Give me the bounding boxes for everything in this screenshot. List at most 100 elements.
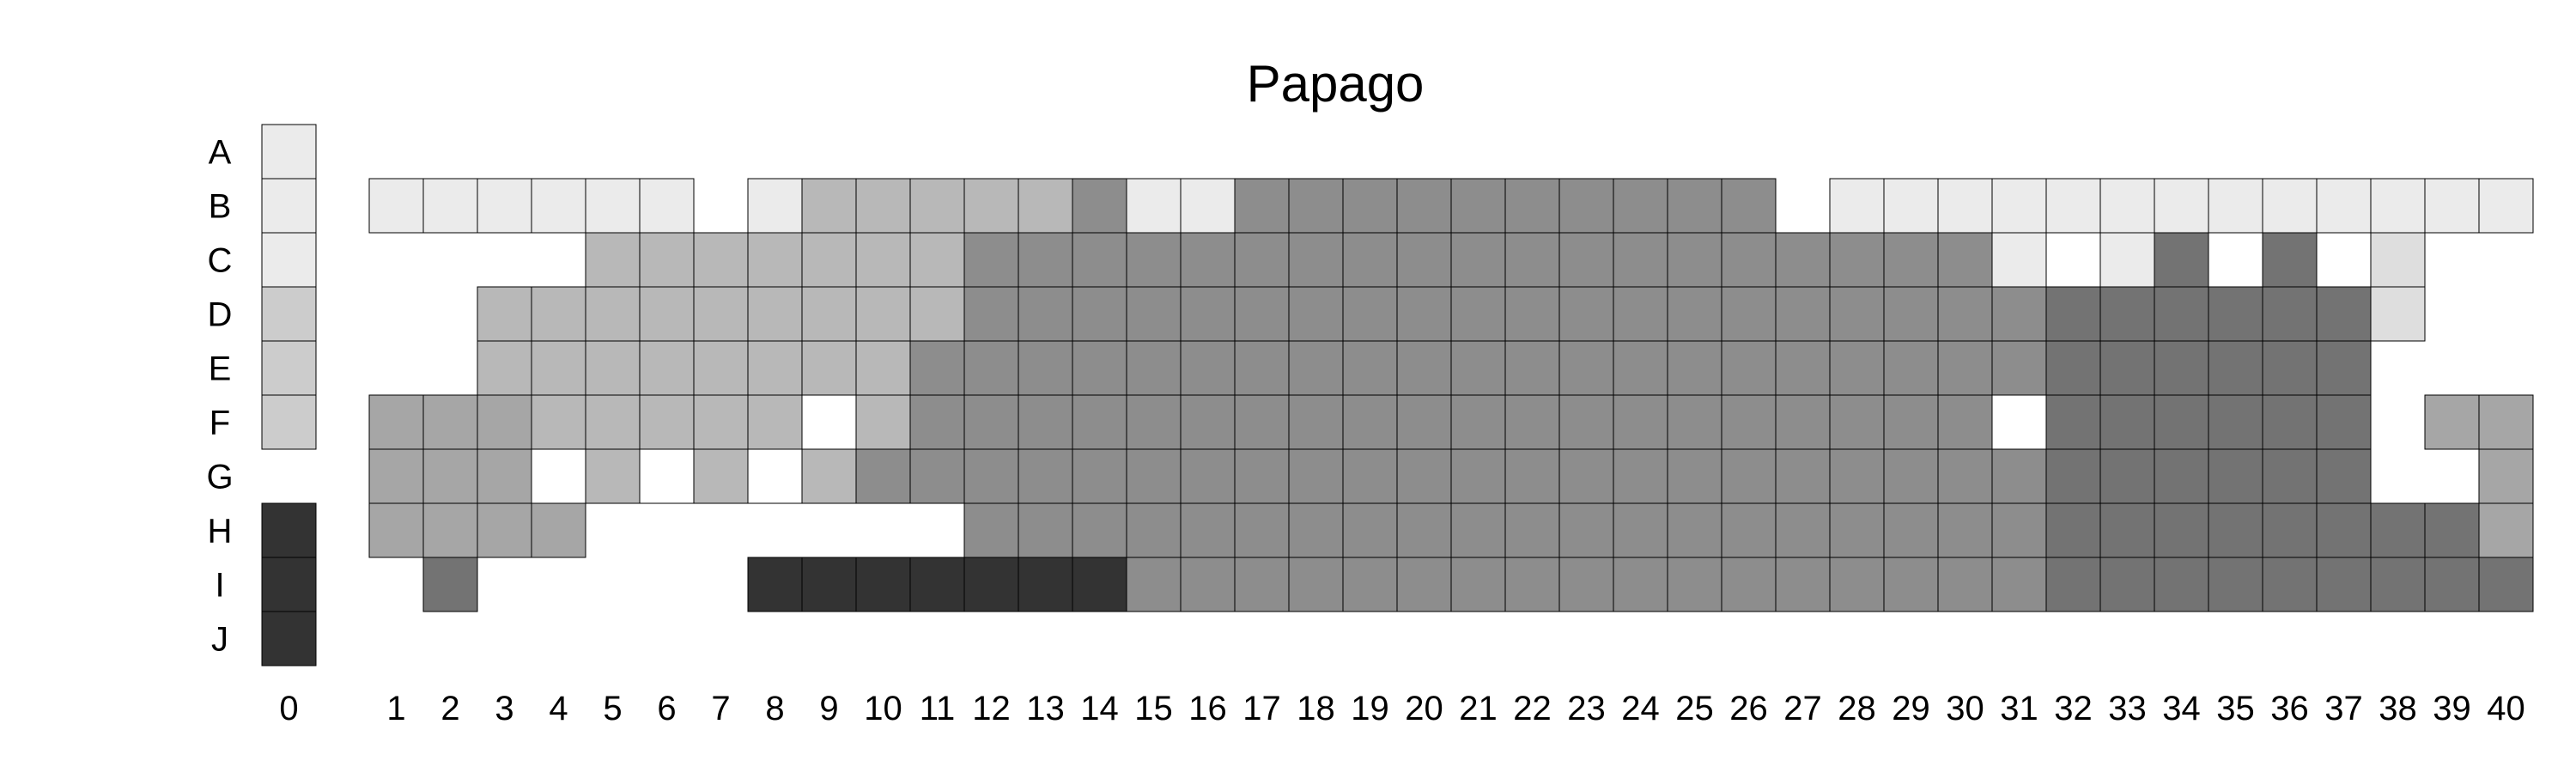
column-label-22: 22 (1513, 690, 1552, 727)
heatmap-cell-F-1 (368, 394, 424, 450)
heatmap-cell-I-21 (1450, 557, 1506, 612)
heatmap-cell-I-13 (1018, 557, 1073, 612)
heatmap-cell-E-9 (801, 340, 857, 396)
heatmap-cell-H-25 (1667, 502, 1722, 558)
heatmap-cell-D-18 (1288, 286, 1344, 342)
heatmap-cell-G-3 (477, 448, 532, 504)
heatmap-cell-H-36 (2262, 502, 2318, 558)
heatmap-cell-D-22 (1504, 286, 1560, 342)
column-label-39: 39 (2433, 690, 2471, 727)
heatmap-cell-D-17 (1234, 286, 1290, 342)
heatmap-cell-G-11 (909, 448, 965, 504)
heatmap-cell-H-24 (1613, 502, 1668, 558)
heatmap-cell-F-28 (1829, 394, 1885, 450)
column-label-18: 18 (1297, 690, 1335, 727)
heatmap-cell-E-30 (1937, 340, 1993, 396)
heatmap-cell-I-17 (1234, 557, 1290, 612)
heatmap-cell-E-12 (963, 340, 1019, 396)
heatmap-cell-E-15 (1126, 340, 1182, 396)
heatmap-cell-G-8 (747, 448, 803, 504)
heatmap-cell-G-4 (531, 448, 586, 504)
heatmap-cell-F-2 (422, 394, 478, 450)
heatmap-cell-I-27 (1775, 557, 1831, 612)
heatmap-cell-E-5 (585, 340, 641, 396)
column-label-5: 5 (603, 690, 622, 727)
heatmap-cell-H-21 (1450, 502, 1506, 558)
heatmap-cell-F-16 (1180, 394, 1236, 450)
heatmap-cell-G-40 (2478, 448, 2534, 504)
heatmap-cell-I-9 (801, 557, 857, 612)
column-label-23: 23 (1567, 690, 1606, 727)
heatmap-cell-E-6 (639, 340, 695, 396)
heatmap-cell-B-23 (1558, 178, 1614, 234)
heatmap-cell-B-20 (1396, 178, 1452, 234)
heatmap-cell-G-10 (855, 448, 911, 504)
heatmap-cell-E-7 (693, 340, 749, 396)
row-label-I: I (215, 567, 224, 605)
heatmap-cell-C-35 (2208, 232, 2263, 288)
column-label-27: 27 (1783, 690, 1822, 727)
heatmap-cell-D-9 (801, 286, 857, 342)
heatmap-cell-H-40 (2478, 502, 2534, 558)
heatmap-cell-F-20 (1396, 394, 1452, 450)
heatmap-cell-H-39 (2424, 502, 2480, 558)
heatmap-cell-F-29 (1883, 394, 1939, 450)
chart-title: Papago (1247, 55, 1425, 113)
heatmap-cell-B-10 (855, 178, 911, 234)
heatmap-cell-B-4 (531, 178, 586, 234)
heatmap-cell-D-8 (747, 286, 803, 342)
heatmap-cell-C-7 (693, 232, 749, 288)
column-label-38: 38 (2379, 690, 2417, 727)
column-label-24: 24 (1621, 690, 1660, 727)
heatmap-cell-F-40 (2478, 394, 2534, 450)
heatmap-cell-H-37 (2316, 502, 2372, 558)
heatmap-cell-E-10 (855, 340, 911, 396)
heatmap-cell-F-8 (747, 394, 803, 450)
heatmap-cell-B-36 (2262, 178, 2318, 234)
heatmap-cell-C-22 (1504, 232, 1560, 288)
heatmap-cell-B-0 (261, 178, 317, 234)
heatmap-cell-I-18 (1288, 557, 1344, 612)
heatmap-cell-B-34 (2154, 178, 2209, 234)
heatmap-cell-F-25 (1667, 394, 1722, 450)
heatmap-cell-H-15 (1126, 502, 1182, 558)
row-label-H: H (208, 513, 233, 551)
column-label-20: 20 (1405, 690, 1443, 727)
heatmap-cell-C-30 (1937, 232, 1993, 288)
heatmap-cell-B-40 (2478, 178, 2534, 234)
heatmap-cell-C-37 (2316, 232, 2372, 288)
heatmap-cell-C-18 (1288, 232, 1344, 288)
heatmap-cell-E-19 (1342, 340, 1398, 396)
heatmap-cell-I-14 (1072, 557, 1127, 612)
heatmap-cell-D-27 (1775, 286, 1831, 342)
heatmap-cell-H-17 (1234, 502, 1290, 558)
heatmap-cell-C-9 (801, 232, 857, 288)
heatmap-cell-C-13 (1018, 232, 1073, 288)
heatmap-cell-D-15 (1126, 286, 1182, 342)
heatmap-cell-I-36 (2262, 557, 2318, 612)
column-label-8: 8 (765, 690, 784, 727)
heatmap-cell-D-7 (693, 286, 749, 342)
heatmap-cell-I-26 (1721, 557, 1777, 612)
heatmap-cell-F-10 (855, 394, 911, 450)
heatmap-cell-E-25 (1667, 340, 1722, 396)
row-label-F: F (210, 405, 230, 442)
heatmap-cell-B-1 (368, 178, 424, 234)
heatmap-cell-C-14 (1072, 232, 1127, 288)
heatmap-cell-B-24 (1613, 178, 1668, 234)
column-label-35: 35 (2216, 690, 2255, 727)
heatmap-cell-C-10 (855, 232, 911, 288)
column-label-25: 25 (1675, 690, 1714, 727)
heatmap-cell-G-2 (422, 448, 478, 504)
heatmap-cell-B-22 (1504, 178, 1560, 234)
heatmap-cell-I-20 (1396, 557, 1452, 612)
heatmap-cell-C-8 (747, 232, 803, 288)
heatmap-cell-G-28 (1829, 448, 1885, 504)
heatmap-cell-G-25 (1667, 448, 1722, 504)
row-label-D: D (208, 296, 233, 334)
heatmap-cell-H-27 (1775, 502, 1831, 558)
heatmap-cell-D-12 (963, 286, 1019, 342)
heatmap-cell-D-30 (1937, 286, 1993, 342)
heatmap-cell-G-27 (1775, 448, 1831, 504)
